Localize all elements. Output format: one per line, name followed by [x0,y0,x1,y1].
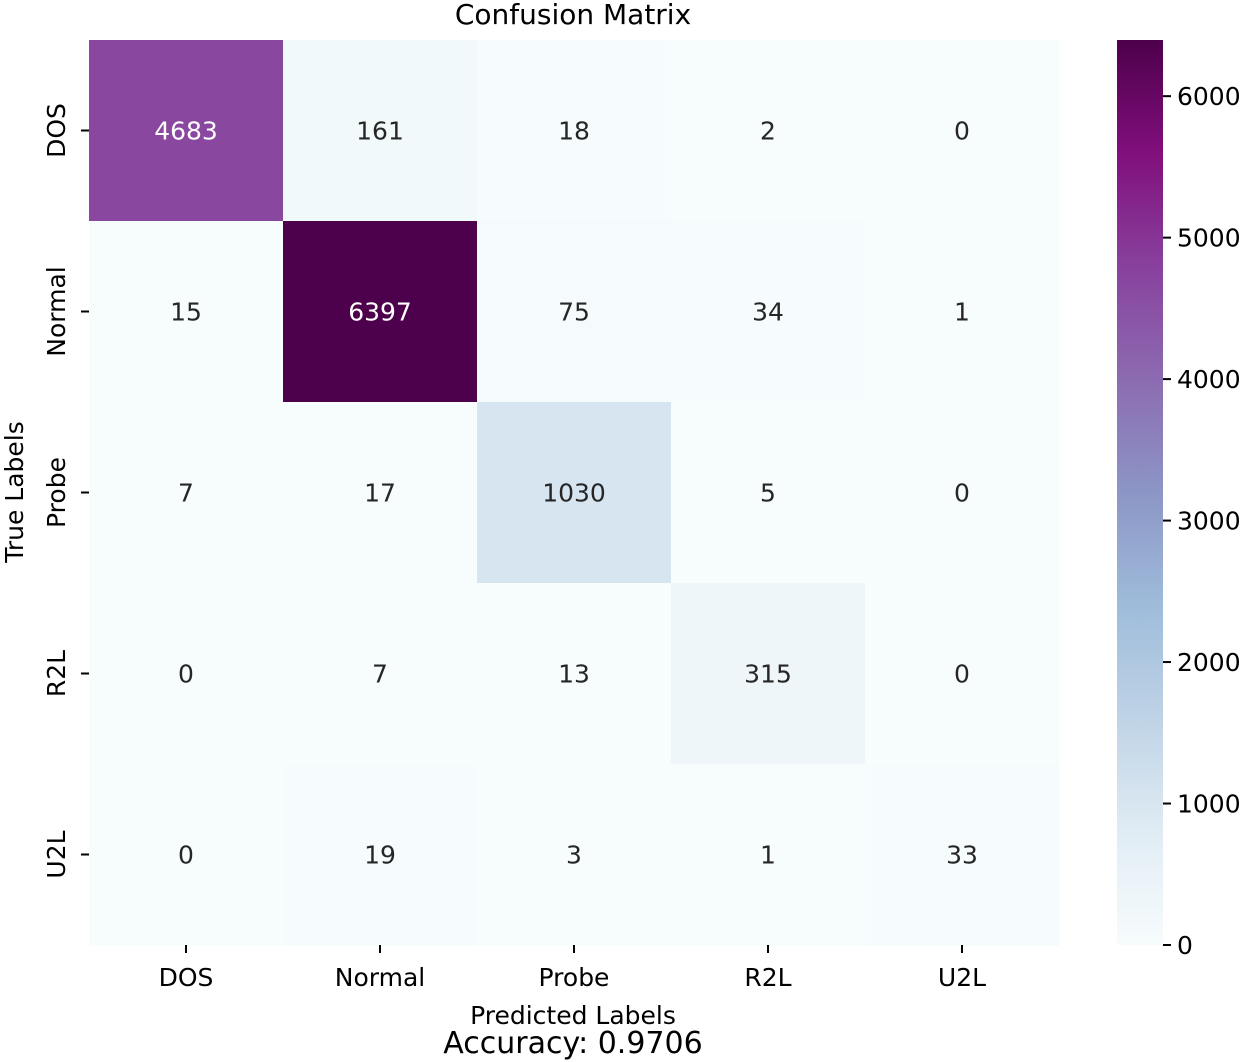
heatmap-cell [283,402,478,584]
x-axis: DOS Normal Probe R2L U2L [159,945,986,992]
x-tick-label: U2L [938,963,986,992]
x-axis-label: Predicted Labels [470,1001,676,1030]
heatmap-cell [477,402,672,584]
heatmap-cell [477,764,672,946]
x-tick-label: Probe [539,963,610,992]
y-axis: DOS Normal Probe R2L U2L [42,103,89,879]
cell-value-label: 315 [744,660,792,689]
heatmap-cell [865,583,1060,765]
y-axis-label: True Labels [0,421,29,564]
cell-value-label: 0 [178,841,194,870]
heatmap-cell [283,221,478,403]
heatmap-cell [477,583,672,765]
cell-value-label: 33 [946,841,978,870]
heatmap-cell [865,221,1060,403]
heatmap-cell [477,40,672,222]
colorbar: 0 1000 2000 3000 4000 5000 6000 [1117,40,1241,960]
cell-value-label: 5 [760,479,776,508]
heatmap-cell [865,40,1060,222]
cell-value-label: 18 [558,117,590,146]
colorbar-tick-label: 2000 [1177,648,1241,677]
cell-value-label: 75 [558,298,590,327]
colorbar-tick-label: 3000 [1177,507,1241,536]
heatmap-cell [671,764,866,946]
cell-value-label: 15 [170,298,202,327]
cell-value-label: 34 [752,298,784,327]
chart-title: Confusion Matrix [455,0,691,31]
y-tick-label: R2L [42,650,71,697]
heatmap-cell [89,40,284,222]
heatmap-cell [671,583,866,765]
heatmap-cell [865,764,1060,946]
y-tick-label: DOS [42,103,71,158]
colorbar-tick-label: 5000 [1177,224,1241,253]
accuracy-caption: Accuracy: 0.9706 [443,1026,702,1061]
heatmap-cell [89,583,284,765]
cell-value-label: 17 [364,479,396,508]
cell-value-label: 4683 [154,117,218,146]
cell-value-label: 0 [954,117,970,146]
colorbar-tick-label: 4000 [1177,365,1241,394]
heatmap-cell [865,402,1060,584]
heatmap-cell [283,40,478,222]
x-tick-label: DOS [159,963,214,992]
cell-value-label: 3 [566,841,582,870]
colorbar-tick-label: 1000 [1177,790,1241,819]
cell-value-label: 19 [364,841,396,870]
colorbar-tick-label: 0 [1177,931,1193,960]
heatmap-cells: 4683 161 18 2 015 6397 75 34 17 17 1030 5 00 7 13 315 00… [89,40,1060,946]
cell-value-label: 0 [178,660,194,689]
heatmap-cell [89,221,284,403]
heatmap-cell [283,764,478,946]
cell-value-label: 7 [178,479,194,508]
y-tick-label: U2L [42,830,71,878]
heatmap-cell [671,402,866,584]
cell-value-label: 1030 [542,479,606,508]
heatmap-cell [283,583,478,765]
heatmap-cell [671,221,866,403]
heatmap-cell [671,40,866,222]
cell-value-label: 1 [954,298,970,327]
cell-value-label: 0 [954,660,970,689]
x-tick-label: Normal [335,963,425,992]
heatmap-cell [477,221,672,403]
cell-value-label: 13 [558,660,590,689]
y-tick-label: Probe [42,457,71,528]
colorbar-gradient [1117,40,1163,945]
cell-value-label: 1 [760,841,776,870]
x-tick-label: R2L [744,963,791,992]
cell-value-label: 7 [372,660,388,689]
colorbar-ticks: 0 1000 2000 3000 4000 5000 6000 [1163,82,1241,960]
y-tick-label: Normal [42,266,71,356]
cell-value-label: 161 [356,117,404,146]
cell-value-label: 6397 [348,298,412,327]
heatmap-cell [89,764,284,946]
cell-value-label: 2 [760,117,776,146]
colorbar-tick-label: 6000 [1177,82,1241,111]
heatmap-cell [89,402,284,584]
cell-value-label: 0 [954,479,970,508]
